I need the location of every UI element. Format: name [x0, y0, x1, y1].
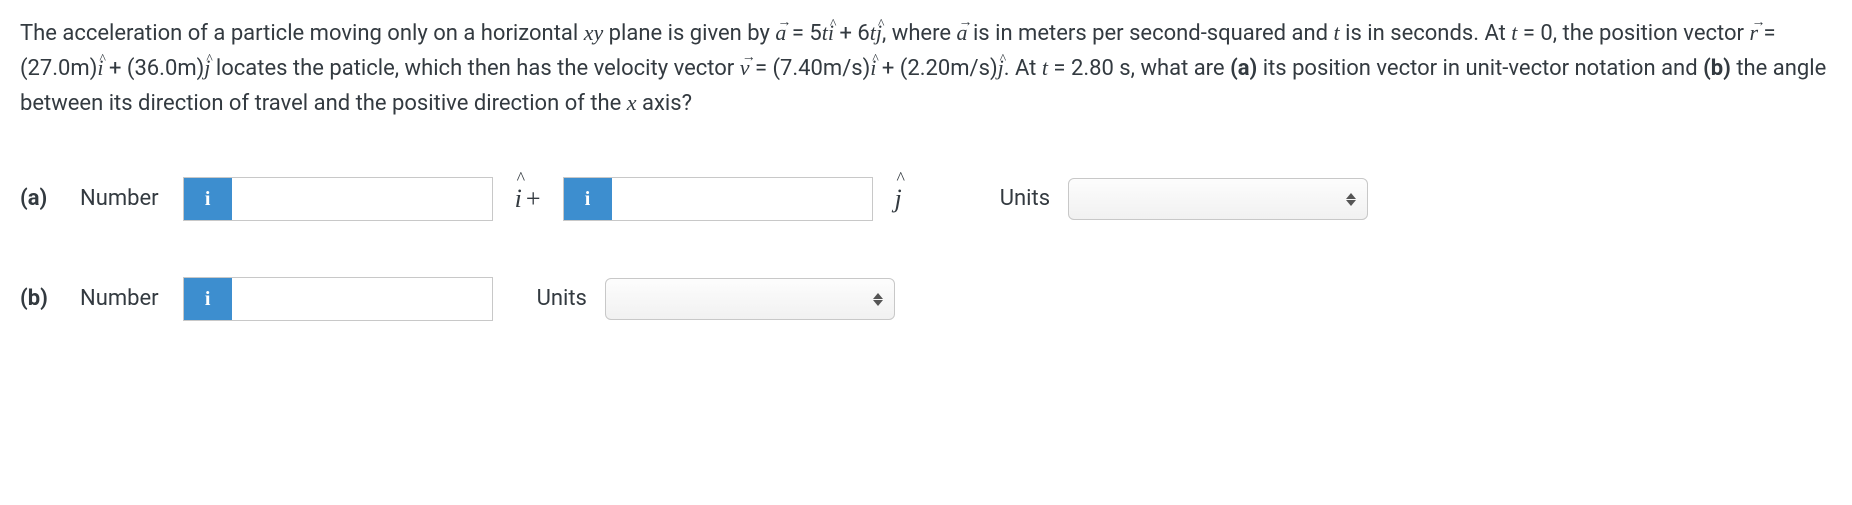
part-a-i-component-input[interactable] [232, 178, 492, 220]
info-icon[interactable]: i [184, 178, 232, 220]
question-text: The acceleration of a particle moving on… [20, 16, 1832, 121]
part-b-input-wrap: i [183, 277, 493, 321]
part-a-label: (a) [20, 182, 70, 216]
part-b-number-label: Number [80, 282, 159, 316]
part-a-j-component-input[interactable] [612, 178, 872, 220]
part-a-row: (a) Number i ^i+ i ^j Units [20, 177, 1832, 221]
part-a-units-select[interactable] [1068, 178, 1368, 220]
info-icon[interactable]: i [564, 178, 612, 220]
part-b-units-select-wrap [605, 278, 895, 320]
i-hat-plus-label: ^i+ [515, 179, 541, 219]
info-icon[interactable]: i [184, 278, 232, 320]
j-hat-label: ^j [895, 179, 902, 219]
part-b-row: (b) Number i Units [20, 277, 1832, 321]
part-b-units-select[interactable] [605, 278, 895, 320]
part-b-angle-input[interactable] [232, 278, 492, 320]
part-a-units-select-wrap [1068, 178, 1368, 220]
part-a-input2-wrap: i [563, 177, 873, 221]
part-a-number-label: Number [80, 182, 159, 216]
part-a-input1-wrap: i [183, 177, 493, 221]
part-a-units-label: Units [1000, 182, 1050, 216]
part-b-label: (b) [20, 282, 70, 316]
part-b-units-label: Units [537, 282, 587, 316]
